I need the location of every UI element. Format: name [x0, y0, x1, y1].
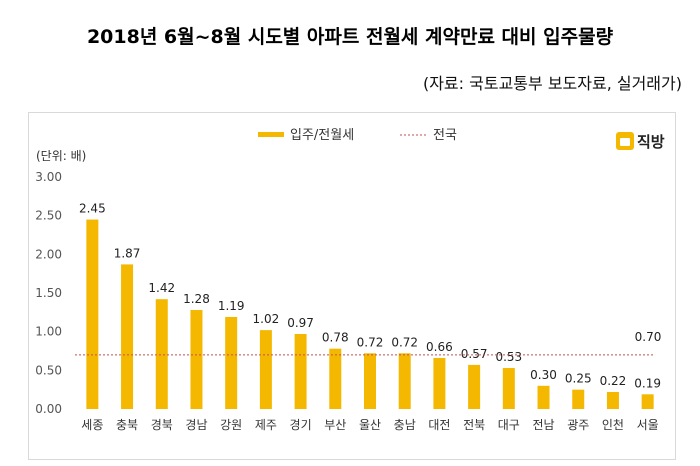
- value-label: 0.66: [426, 340, 453, 354]
- chart-legend: 입주/전월세 전국: [258, 128, 457, 143]
- value-label: 0.30: [530, 368, 557, 382]
- x-tick-label: 제주: [255, 418, 277, 432]
- x-tick-label: 충남: [394, 418, 416, 432]
- x-tick-label: 인천: [602, 417, 624, 432]
- x-tick-label: 부산: [324, 418, 346, 432]
- value-label: 0.72: [391, 335, 418, 349]
- x-axis-labels: 세종 충북 경북 경남 강원 제주 경기 부산 울산 충남 대전 전북 대구 전남 광주 인천 서울: [81, 417, 658, 432]
- x-tick-label: 세종: [81, 418, 103, 432]
- value-labels: 2.45 1.87 1.42 1.28 1.19 1.02 0.97 0.78 0.72 0.72…: [79, 202, 661, 391]
- value-label: 0.19: [634, 376, 661, 390]
- bar-울산: [364, 353, 376, 409]
- bars: [86, 219, 654, 409]
- x-tick-label: 전남: [532, 418, 554, 432]
- y-tick-label: 2.00: [35, 247, 62, 261]
- bar-광주: [572, 389, 585, 409]
- x-tick-label: 대전: [428, 418, 450, 432]
- chart-title: 2018년 6월~8월 시도별 아파트 전월세 계약만료 대비 입주물량: [86, 26, 614, 48]
- x-tick-label: 충북: [116, 418, 138, 432]
- brand-name: 직방: [637, 133, 665, 151]
- x-tick-label: 대구: [498, 418, 520, 432]
- brand-logo: 직방: [616, 130, 672, 154]
- y-tick-label: 3.00: [35, 170, 62, 184]
- value-label: 2.45: [79, 202, 106, 216]
- value-label: 0.53: [495, 350, 522, 364]
- legend-label-reference: 전국: [433, 128, 457, 143]
- value-label: 0.97: [287, 316, 314, 330]
- bar-충북: [121, 264, 134, 409]
- legend-swatch-bars: [258, 132, 284, 137]
- unit-label: (단위: 배): [36, 149, 86, 163]
- value-label: 1.28: [183, 292, 210, 306]
- bar-대전: [433, 357, 446, 409]
- house-logo-icon: [616, 132, 634, 150]
- x-tick-label: 경남: [185, 418, 207, 432]
- x-tick-label: 강원: [220, 418, 242, 432]
- bar-강원: [225, 316, 238, 409]
- value-label: 0.72: [357, 335, 384, 349]
- value-label: 0.22: [600, 374, 627, 388]
- value-label: 1.19: [218, 299, 245, 313]
- reference-line-group: 0.70: [75, 330, 662, 356]
- y-tick-label: 2.50: [35, 209, 62, 223]
- y-axis: 0.00 0.50 1.00 1.50 2.00 2.50 3.00: [35, 170, 62, 416]
- value-label: 0.57: [461, 347, 488, 361]
- bar-부산: [329, 348, 342, 409]
- y-tick-label: 0.50: [35, 363, 62, 377]
- y-tick-label: 0.00: [35, 402, 62, 416]
- bar-전남: [537, 385, 550, 409]
- x-tick-label: 울산: [359, 418, 381, 432]
- x-tick-label: 서울: [637, 418, 659, 432]
- value-label: 0.78: [322, 331, 349, 345]
- y-tick-label: 1.50: [35, 286, 62, 300]
- y-tick-label: 1.00: [35, 325, 62, 339]
- source-note: (자료: 국토교통부 보도자료, 실거래가): [422, 74, 682, 93]
- value-label: 1.02: [253, 312, 280, 326]
- bar-전북: [468, 364, 481, 409]
- bar-제주: [259, 330, 272, 409]
- bar-대구: [502, 368, 515, 409]
- bar-경남: [190, 310, 203, 409]
- x-tick-label: 경기: [290, 418, 312, 432]
- chart-frame: [28, 112, 676, 460]
- value-label: 1.42: [148, 281, 175, 295]
- x-tick-label: 경북: [151, 418, 173, 432]
- bar-인천: [606, 391, 619, 409]
- bar-경북: [155, 299, 168, 409]
- value-label: 0.25: [565, 372, 592, 386]
- bar-서울: [641, 394, 654, 409]
- bar-경기: [294, 333, 307, 409]
- x-tick-label: 광주: [567, 418, 589, 432]
- bar-충남: [398, 353, 411, 409]
- bar-세종: [86, 219, 99, 409]
- value-label: 1.87: [114, 246, 141, 260]
- legend-label-bars: 입주/전월세: [290, 128, 354, 143]
- reference-value-label: 0.70: [635, 330, 662, 344]
- x-tick-label: 전북: [463, 418, 485, 432]
